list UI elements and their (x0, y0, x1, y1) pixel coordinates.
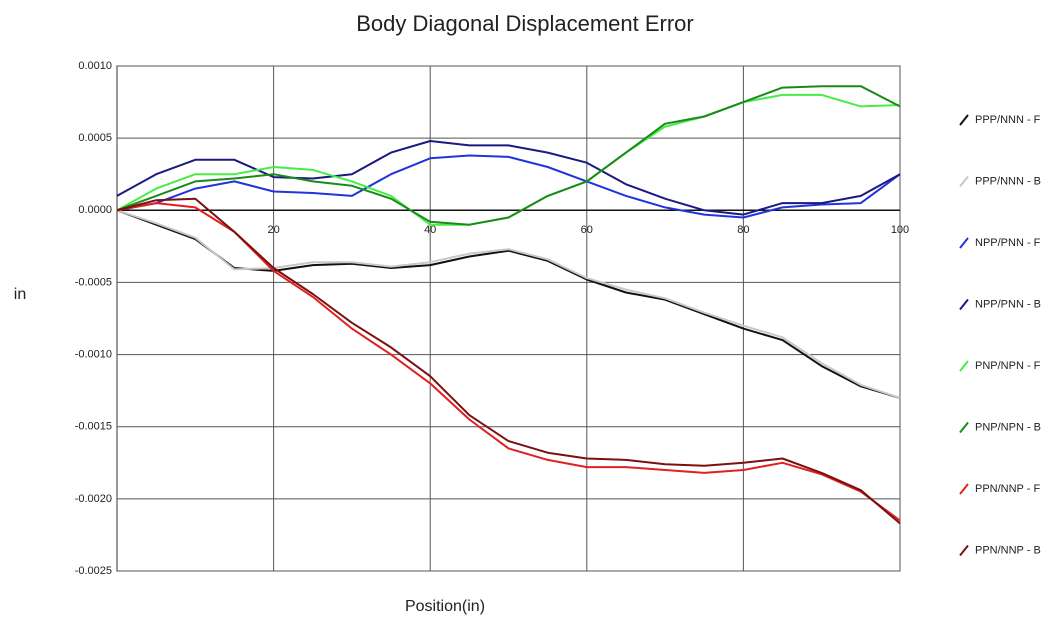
y-tick-label: -0.0015 (75, 421, 112, 433)
y-tick-label: 0.0005 (78, 132, 112, 144)
legend-swatch (959, 237, 969, 249)
legend-label: PNP/NPN - B (975, 421, 1041, 433)
legend-swatch (959, 175, 969, 188)
legend-label: PPP/NNN - B (975, 175, 1041, 187)
x-tick-label: 40 (424, 224, 436, 236)
x-axis-label: Position(in) (405, 598, 485, 615)
series-line (116, 140, 901, 216)
x-tick-label: 20 (267, 224, 279, 236)
legend-swatch (959, 298, 969, 311)
y-tick-label: -0.0005 (75, 276, 112, 288)
y-tick-label: -0.0025 (75, 565, 112, 577)
legend-label: NPP/PNN - F (975, 237, 1041, 249)
legend-swatch (959, 114, 969, 126)
y-tick-label: 0.0010 (78, 60, 112, 72)
y-axis-label: in (14, 286, 26, 303)
series-line (116, 85, 901, 226)
legend-label: NPP/PNN - B (975, 298, 1041, 310)
y-tick-label: -0.0020 (75, 493, 112, 505)
legend-label: PPP/NNN - F (975, 114, 1041, 126)
legend-swatch (959, 544, 969, 557)
legend-label: PPN/NNP - F (975, 483, 1040, 495)
legend-label: PNP/NPN - F (975, 360, 1041, 372)
legend-swatch (959, 360, 969, 372)
legend-label: PPN/NNP - B (975, 544, 1041, 556)
y-tick-label: -0.0010 (75, 348, 112, 360)
series-line (116, 154, 901, 219)
series-line (116, 209, 901, 399)
plot-area (116, 65, 901, 572)
legend-swatch (959, 421, 969, 434)
y-tick-label: 0.0000 (78, 204, 112, 216)
x-tick-label: 60 (581, 224, 593, 236)
legend-swatch (959, 483, 969, 495)
x-tick-label: 100 (891, 224, 909, 236)
chart-title: Body Diagonal Displacement Error (356, 11, 694, 36)
series-line (116, 197, 901, 525)
x-tick-label: 80 (737, 224, 749, 236)
